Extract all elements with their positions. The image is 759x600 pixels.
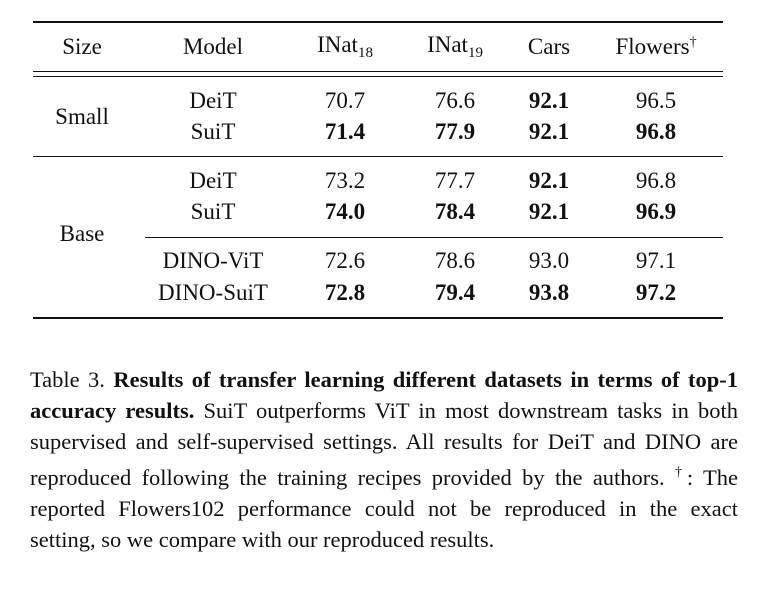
caption-text: SuiT outperforms ViT in most downstream … <box>30 397 739 490</box>
value-cell: 72.8 <box>324 280 366 305</box>
value-cell: 78.4 <box>434 199 476 224</box>
header-cell: INat19 <box>427 32 483 62</box>
value-cell: 79.4 <box>434 280 476 305</box>
value-cell: 97.2 <box>635 280 677 305</box>
value-cell: 97.1 <box>635 248 677 273</box>
header-text: INat <box>317 32 358 57</box>
rule <box>145 237 723 238</box>
value-cell: 96.9 <box>635 199 677 224</box>
header-cell: Model <box>183 34 243 60</box>
header-text: Cars <box>527 34 571 59</box>
model-cell: DeiT <box>189 168 237 193</box>
model-cell: DINO-ViT <box>162 248 264 273</box>
model-cell: DINO-SuiT <box>158 280 268 305</box>
size-cell: Small <box>55 103 109 129</box>
value-cell: 96.8 <box>635 119 677 144</box>
value-cell: 71.4 <box>324 119 366 144</box>
value-cell: 96.8 <box>635 168 677 193</box>
caption-label: Table 3. <box>30 366 105 392</box>
value-cell: 72.6 <box>324 248 366 273</box>
value-cell: 92.1 <box>528 88 570 113</box>
value-cell: 78.6 <box>434 248 476 273</box>
rule <box>33 317 723 319</box>
header-text: INat <box>427 32 468 57</box>
value-cell: 77.9 <box>434 119 476 144</box>
header-cell: Flowers† <box>615 34 696 60</box>
rule <box>33 76 723 77</box>
value-cell: 92.1 <box>528 199 570 224</box>
caption-title: Results of transfer learning different d… <box>30 366 738 423</box>
value-cell: 77.7 <box>434 168 476 193</box>
value-cell: 70.7 <box>324 88 366 113</box>
header-cell: INat18 <box>317 32 373 62</box>
rule <box>33 21 723 23</box>
header-text: Model <box>182 34 244 59</box>
model-cell: SuiT <box>190 199 236 224</box>
value-cell: 92.1 <box>528 119 570 144</box>
caption-dagger: † <box>675 464 687 480</box>
value-cell: 73.2 <box>324 168 366 193</box>
header-cell: Cars <box>528 34 570 60</box>
value-cell: 92.1 <box>528 168 570 193</box>
model-cell: SuiT <box>190 119 236 144</box>
header-cell: Size <box>62 34 102 60</box>
header-subscript: 18 <box>357 45 373 61</box>
value-cell: 96.5 <box>635 88 677 113</box>
caption: Table 3. Results of transfer learning di… <box>30 364 738 555</box>
caption-text: : The reported Flowers102 performance co… <box>30 464 739 552</box>
value-cell: 76.6 <box>434 88 476 113</box>
header-subscript: 19 <box>467 45 483 61</box>
value-cell: 74.0 <box>324 199 366 224</box>
header-text: Flowers <box>615 34 690 59</box>
rule <box>33 156 723 157</box>
header-superscript: † <box>689 35 697 50</box>
size-cell: Base <box>59 221 105 246</box>
model-cell: DeiT <box>189 88 237 113</box>
rule <box>33 71 723 72</box>
value-cell: 93.8 <box>528 280 570 305</box>
header-text: Size <box>62 34 102 59</box>
value-cell: 93.0 <box>528 248 570 273</box>
